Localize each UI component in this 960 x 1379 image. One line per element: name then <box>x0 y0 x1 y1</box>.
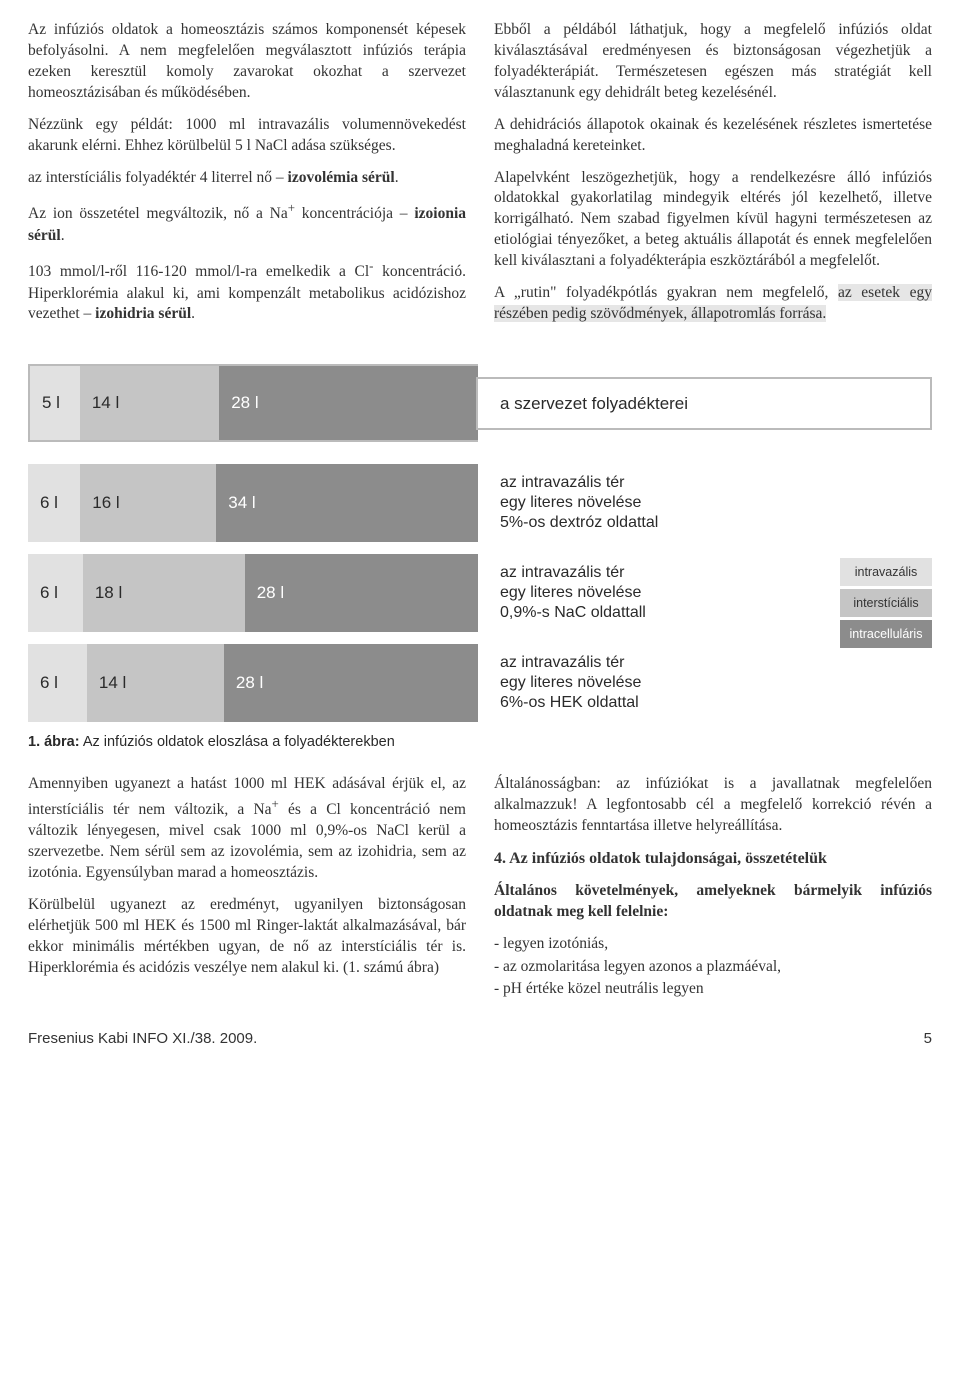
chart-row: 6 l18 l28 laz intravazális téregy litere… <box>28 554 932 632</box>
para: Általánosságban: az infúziókat is a java… <box>494 774 932 837</box>
chart-row-desc: a szervezet folyadékterei <box>476 377 932 430</box>
page-footer: Fresenius Kabi INFO XI./38. 2009. 5 <box>28 1030 932 1047</box>
para: az interstíciális folyadéktér 4 literrel… <box>28 168 466 189</box>
para: Nézzünk egy példát: 1000 ml intravazális… <box>28 115 466 157</box>
bar-segment: 18 l <box>83 554 245 632</box>
bold: izohidria sérül <box>95 305 191 322</box>
page-number: 5 <box>924 1030 932 1047</box>
chart-row-desc: az intravazális téregy literes növelése6… <box>478 653 932 713</box>
footer-left: Fresenius Kabi INFO XI./38. 2009. <box>28 1030 257 1047</box>
chart-legend: intravazális interstíciális intracellulári… <box>840 558 932 651</box>
text: koncentrációja – <box>295 206 414 223</box>
bottom-left-col: Amennyiben ugyanezt a hatást 1000 ml HEK… <box>28 774 466 1002</box>
chart-bars: 6 l18 l28 l <box>28 554 478 632</box>
chart-caption: 1. ábra: Az infúziós oldatok eloszlása a… <box>28 734 932 750</box>
bar-segment: 6 l <box>28 464 80 542</box>
sup: + <box>288 200 295 215</box>
chart-row-desc: az intravazális téregy literes növelése5… <box>478 473 932 533</box>
para: Alapelvként leszögezhetjük, hogy a rende… <box>494 168 932 273</box>
bar-segment: 14 l <box>87 644 224 722</box>
bar-segment: 28 l <box>245 554 478 632</box>
fluid-distribution-chart: 5 l14 l28 la szervezet folyadékterei6 l1… <box>28 364 932 722</box>
bottom-right-col: Általánosságban: az infúziókat is a java… <box>494 774 932 1002</box>
chart-row: 6 l16 l34 laz intravazális téregy litere… <box>28 464 932 542</box>
para: Ebből a példából láthatjuk, hogy a megfe… <box>494 20 932 104</box>
caption-text: Az infúziós oldatok eloszlása a folyadék… <box>80 734 395 750</box>
para: Amennyiben ugyanezt a hatást 1000 ml HEK… <box>28 774 466 884</box>
para: A dehidrációs állapotok okainak és kezel… <box>494 115 932 157</box>
bar-segment: 28 l <box>219 366 478 440</box>
top-text-columns: Az infúziós oldatok a homeosztázis számo… <box>28 20 932 336</box>
para: A „rutin" folyadékpótlás gyakran nem meg… <box>494 283 932 325</box>
bar-segment: 6 l <box>28 644 87 722</box>
chart-bars: 6 l14 l28 l <box>28 644 478 722</box>
bar-segment: 16 l <box>80 464 216 542</box>
para: Körülbelül ugyanezt az eredményt, ugyani… <box>28 895 466 979</box>
chart-bars: 5 l14 l28 l <box>28 364 478 442</box>
bar-segment: 14 l <box>80 366 219 440</box>
requirements-list: legyen izotóniás,az ozmolaritása legyen … <box>494 934 932 1001</box>
legend-item: interstíciális <box>840 589 932 617</box>
text: . <box>395 169 399 186</box>
text: 103 mmol/l-ről 116-120 mmol/l-ra emelked… <box>28 264 369 281</box>
subheading: Általános követelmények, amelyeknek bárm… <box>494 881 932 923</box>
text: . <box>191 305 195 322</box>
bar-segment: 34 l <box>216 464 478 542</box>
chart-row: 5 l14 l28 la szervezet folyadékterei <box>28 364 932 442</box>
text: . <box>61 227 65 244</box>
section-heading: 4. Az infúziós oldatok tulajdonságai, ös… <box>494 848 932 870</box>
top-left-col: Az infúziós oldatok a homeosztázis számo… <box>28 20 466 336</box>
requirement-item: pH értéke közel neutrális legyen <box>494 979 932 1000</box>
bottom-text-columns: Amennyiben ugyanezt a hatást 1000 ml HEK… <box>28 774 932 1002</box>
chart-bars: 6 l16 l34 l <box>28 464 478 542</box>
bold: izovolémia sérül <box>288 169 395 186</box>
para: Az ion összetétel megváltozik, nő a Na+ … <box>28 199 466 246</box>
caption-label: 1. ábra: <box>28 734 80 750</box>
chart-row: 6 l14 l28 laz intravazális téregy litere… <box>28 644 932 722</box>
para: Az infúziós oldatok a homeosztázis számo… <box>28 20 466 104</box>
bar-segment: 5 l <box>30 366 80 440</box>
requirement-item: legyen izotóniás, <box>494 934 932 955</box>
text: Az ion összetétel megváltozik, nő a Na <box>28 206 288 223</box>
top-right-col: Ebből a példából láthatjuk, hogy a megfe… <box>494 20 932 336</box>
bar-segment: 28 l <box>224 644 478 722</box>
requirement-item: az ozmolaritása legyen azonos a plazmáév… <box>494 957 932 978</box>
para: 103 mmol/l-ről 116-120 mmol/l-ra emelked… <box>28 257 466 325</box>
text: A „rutin" folyadékpótlás gyakran nem meg… <box>494 284 838 301</box>
sup: + <box>272 796 279 811</box>
legend-item: intracelluláris <box>840 620 932 648</box>
bar-segment: 6 l <box>28 554 83 632</box>
legend-item: intravazális <box>840 558 932 586</box>
text: az interstíciális folyadéktér 4 literrel… <box>28 169 288 186</box>
